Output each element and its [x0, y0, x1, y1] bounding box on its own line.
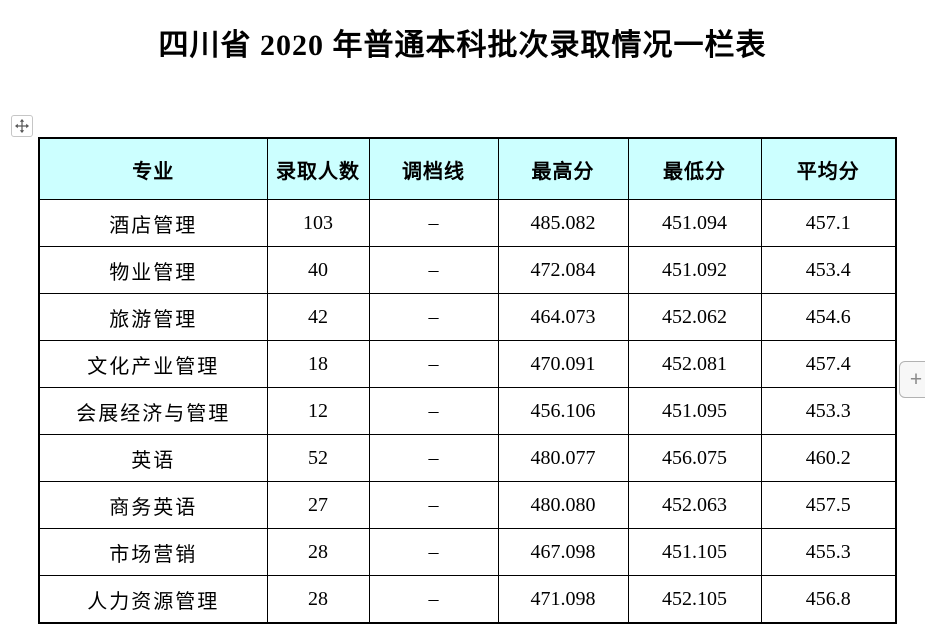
cell-admitted-count: 12	[266, 387, 370, 435]
cell-transfer-line: –	[368, 199, 499, 247]
cell-max-score: 470.091	[497, 340, 629, 388]
cell-max-score: 480.077	[497, 434, 629, 482]
cell-max-score: 471.098	[497, 575, 629, 624]
cell-admitted-count: 28	[266, 528, 370, 576]
column-header-min-score: 最低分	[627, 137, 762, 200]
cell-admitted-count: 18	[266, 340, 370, 388]
add-row-button[interactable]: +	[899, 361, 925, 398]
cell-min-score: 452.063	[627, 481, 762, 529]
table-row: 物业管理 40 – 472.084 451.092 453.4	[38, 246, 897, 294]
cell-major: 酒店管理	[38, 199, 268, 247]
cell-admitted-count: 27	[266, 481, 370, 529]
table-row: 酒店管理 103 – 485.082 451.094 457.1	[38, 199, 897, 247]
cell-major: 文化产业管理	[38, 340, 268, 388]
cell-admitted-count: 52	[266, 434, 370, 482]
cell-avg-score: 457.5	[760, 481, 897, 529]
cell-max-score: 480.080	[497, 481, 629, 529]
cell-avg-score: 457.4	[760, 340, 897, 388]
column-header-admitted-count: 录取人数	[266, 137, 370, 200]
cell-major: 旅游管理	[38, 293, 268, 341]
column-header-transfer-line: 调档线	[368, 137, 499, 200]
cell-min-score: 452.081	[627, 340, 762, 388]
cell-transfer-line: –	[368, 528, 499, 576]
cell-min-score: 452.105	[627, 575, 762, 624]
cell-transfer-line: –	[368, 293, 499, 341]
table-row: 旅游管理 42 – 464.073 452.062 454.6	[38, 293, 897, 341]
cell-transfer-line: –	[368, 575, 499, 624]
cell-max-score: 485.082	[497, 199, 629, 247]
plus-icon: +	[909, 368, 923, 391]
cell-min-score: 456.075	[627, 434, 762, 482]
cell-major: 商务英语	[38, 481, 268, 529]
cell-avg-score: 454.6	[760, 293, 897, 341]
cell-max-score: 467.098	[497, 528, 629, 576]
cell-avg-score: 453.3	[760, 387, 897, 435]
column-header-major: 专业	[38, 137, 268, 200]
cell-min-score: 452.062	[627, 293, 762, 341]
table-row: 市场营销 28 – 467.098 451.105 455.3	[38, 528, 897, 576]
table-row: 英语 52 – 480.077 456.075 460.2	[38, 434, 897, 482]
cell-major: 物业管理	[38, 246, 268, 294]
cell-transfer-line: –	[368, 387, 499, 435]
cell-min-score: 451.095	[627, 387, 762, 435]
cell-major: 会展经济与管理	[38, 387, 268, 435]
cell-admitted-count: 42	[266, 293, 370, 341]
cell-max-score: 472.084	[497, 246, 629, 294]
column-header-max-score: 最高分	[497, 137, 629, 200]
cell-max-score: 464.073	[497, 293, 629, 341]
table-row: 人力资源管理 28 – 471.098 452.105 456.8	[38, 575, 897, 624]
cell-min-score: 451.094	[627, 199, 762, 247]
cell-transfer-line: –	[368, 434, 499, 482]
cell-admitted-count: 40	[266, 246, 370, 294]
cell-admitted-count: 103	[266, 199, 370, 247]
cell-major: 人力资源管理	[38, 575, 268, 624]
cell-avg-score: 453.4	[760, 246, 897, 294]
cell-min-score: 451.092	[627, 246, 762, 294]
cell-major: 英语	[38, 434, 268, 482]
table-move-handle[interactable]	[11, 115, 33, 137]
table-row: 会展经济与管理 12 – 456.106 451.095 453.3	[38, 387, 897, 435]
cell-avg-score: 456.8	[760, 575, 897, 624]
cell-transfer-line: –	[368, 340, 499, 388]
cell-avg-score: 460.2	[760, 434, 897, 482]
move-icon	[15, 119, 29, 133]
cell-avg-score: 455.3	[760, 528, 897, 576]
cell-transfer-line: –	[368, 481, 499, 529]
table-row: 文化产业管理 18 – 470.091 452.081 457.4	[38, 340, 897, 388]
cell-max-score: 456.106	[497, 387, 629, 435]
header-row: 专业 录取人数 调档线 最高分 最低分 平均分	[38, 137, 897, 200]
cell-major: 市场营销	[38, 528, 268, 576]
page-title: 四川省 2020 年普通本科批次录取情况一栏表	[158, 29, 767, 62]
table-row: 商务英语 27 – 480.080 452.063 457.5	[38, 481, 897, 529]
cell-min-score: 451.105	[627, 528, 762, 576]
column-header-avg-score: 平均分	[760, 137, 897, 200]
cell-avg-score: 457.1	[760, 199, 897, 247]
admissions-table: 专业 录取人数 调档线 最高分 最低分 平均分 酒店管理 103 – 485.0…	[38, 137, 897, 624]
cell-admitted-count: 28	[266, 575, 370, 624]
cell-transfer-line: –	[368, 246, 499, 294]
